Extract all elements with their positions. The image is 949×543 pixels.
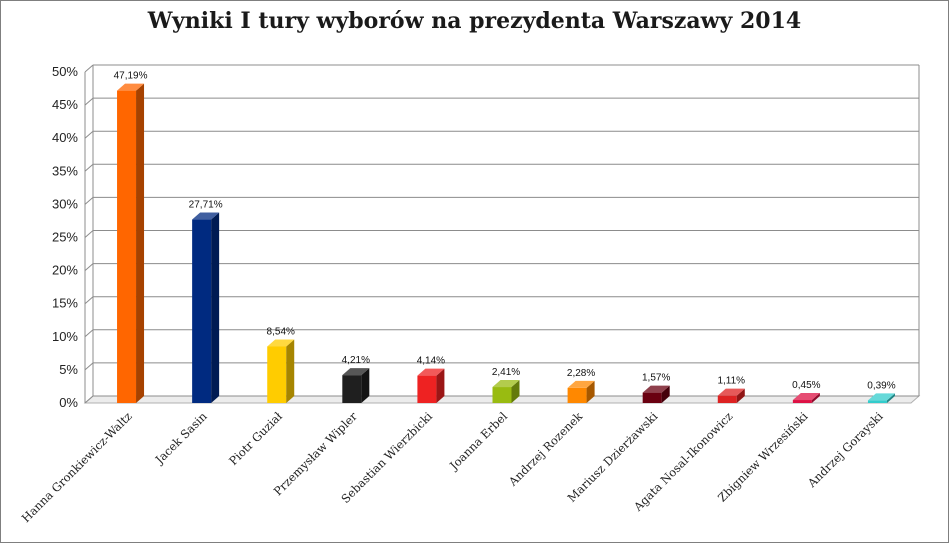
y-tick-label: 25% [52, 230, 78, 245]
bar-top [417, 368, 445, 376]
data-label: 8,54% [267, 326, 295, 337]
bar-top [717, 388, 745, 396]
bar-top [567, 380, 595, 388]
chart-title: Wyniki I tury wyborów na prezydenta Wars… [147, 8, 802, 34]
bar-top [267, 339, 295, 347]
bar-side [661, 385, 670, 403]
x-tick-label: Joanna Erbel [446, 409, 510, 473]
bar-side [436, 368, 445, 403]
bar [267, 339, 295, 403]
x-tick-label: Andrzej Rozenek [505, 409, 586, 490]
bar-side [886, 393, 895, 403]
bar-front [567, 387, 587, 403]
bar-side [511, 380, 520, 403]
bar [792, 393, 820, 403]
bar-front [267, 346, 287, 403]
bar-front [342, 375, 362, 403]
bar-top [867, 393, 895, 401]
bar-top [342, 368, 370, 376]
y-tick-label: 5% [59, 362, 78, 377]
bar-front [192, 219, 212, 403]
bar-top [192, 212, 220, 220]
x-tick-label: Hanna Gronkiewicz-Waltz [19, 409, 135, 525]
bar [192, 212, 220, 403]
bar-front [867, 400, 887, 403]
gridline-depth [84, 395, 94, 404]
bar-top [642, 385, 670, 393]
data-label: 47,19% [114, 71, 148, 82]
gridline-depth [84, 263, 94, 271]
data-label: 1,57% [642, 373, 670, 384]
bar [492, 380, 520, 403]
y-axis: 0% 5% 10% 15% 20% 25% 30% 35% 40% 45% 50% [52, 64, 920, 410]
bar-side [211, 212, 220, 403]
data-label: 2,28% [567, 368, 595, 379]
bar [417, 368, 445, 403]
bar-front [492, 387, 512, 403]
bar-side [736, 388, 745, 403]
y-tick-label: 10% [52, 329, 78, 344]
bar-front [717, 395, 737, 403]
x-tick-label: Jacek Sasin [152, 409, 210, 467]
bars [117, 83, 895, 403]
bar-top [492, 380, 520, 388]
bar-side [136, 83, 145, 403]
x-tick-label: Andrzej Gorayski [804, 409, 886, 491]
data-label: 1,11% [717, 376, 745, 387]
data-label: 0,39% [867, 380, 895, 391]
bar-top [792, 393, 820, 401]
data-label: 2,41% [492, 367, 520, 378]
data-label: 4,14% [417, 356, 445, 367]
bar [342, 368, 370, 403]
bar-side [286, 339, 295, 403]
gridline-depth [84, 329, 94, 338]
data-label: 27,71% [189, 200, 223, 211]
y-tick-label: 35% [52, 163, 78, 178]
gridline-depth [84, 64, 94, 73]
gridlines [84, 64, 919, 404]
y-tick-label: 30% [52, 196, 78, 211]
bar-front [792, 400, 812, 403]
bar-front [417, 375, 437, 403]
bar [117, 83, 145, 403]
bar-side [361, 368, 370, 403]
y-tick-label: 45% [52, 97, 78, 112]
bar [717, 388, 745, 403]
y-tick-label: 50% [52, 64, 78, 79]
gridline-depth [84, 230, 94, 238]
y-tick-label: 15% [52, 296, 78, 311]
gridline-depth [84, 362, 94, 371]
data-labels: 47,19% 27,71% 8,54% 4,21% 4,14% 2,41% 2,28% 1,5… [114, 71, 896, 392]
gridline-depth [84, 163, 94, 172]
x-tick-label: Piotr Guział [226, 409, 285, 468]
x-axis: Hanna Gronkiewicz-Waltz Jacek Sasin Piotr … [19, 409, 886, 526]
gridline-depth [84, 197, 94, 205]
gridline-depth [84, 97, 94, 106]
data-label: 4,21% [342, 355, 370, 366]
bar [867, 393, 895, 403]
x-tick-label: Przemysław Wipler [271, 409, 361, 499]
bar-top [117, 83, 145, 91]
bar-side [586, 380, 595, 403]
bar-front [117, 90, 137, 403]
gridline-depth [84, 296, 94, 305]
bar [567, 380, 595, 403]
bar [642, 385, 670, 403]
data-label: 0,45% [792, 380, 820, 391]
gridline-depth [84, 130, 94, 139]
bar-front [642, 392, 662, 403]
y-tick-label: 20% [52, 263, 78, 278]
y-tick-label: 0% [59, 395, 78, 410]
y-tick-label: 40% [52, 130, 78, 145]
bar-side [811, 393, 820, 403]
